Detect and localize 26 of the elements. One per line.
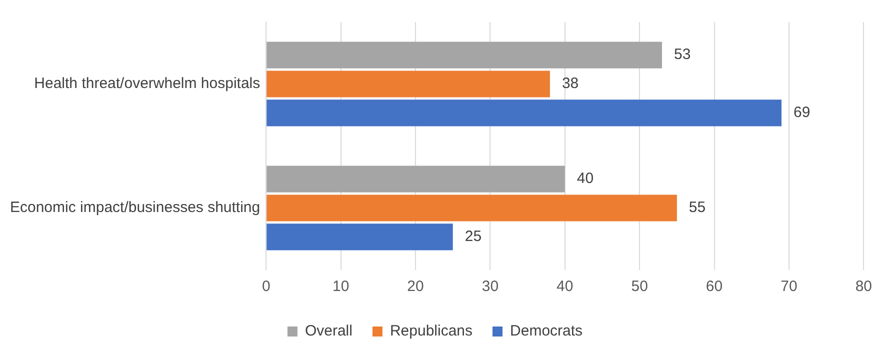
bar <box>266 42 662 68</box>
data-label: 53 <box>674 46 691 64</box>
y-tick-label: Health threat/overwhelm hospitals <box>34 75 260 92</box>
data-label: 69 <box>793 104 810 122</box>
bar <box>266 166 565 192</box>
x-tick-label: 0 <box>262 278 270 296</box>
bar <box>266 70 550 98</box>
data-label: 25 <box>464 228 482 246</box>
x-tick-label: 30 <box>482 278 499 296</box>
x-tick-label: 70 <box>780 278 798 296</box>
x-tick-label: 20 <box>407 278 424 296</box>
bar <box>266 100 782 126</box>
data-label: 40 <box>576 170 594 188</box>
bar <box>266 224 453 250</box>
x-tick-label: 50 <box>631 278 648 296</box>
x-tick-label: 40 <box>556 278 574 296</box>
data-label: 55 <box>688 199 706 216</box>
y-tick-label: Economic impact/businesses shutting <box>10 199 260 216</box>
x-tick-label: 10 <box>332 278 350 296</box>
legend-label: Democrats <box>510 322 583 340</box>
data-label: 38 <box>562 75 579 92</box>
x-tick-label: 80 <box>855 278 872 296</box>
x-tick-label: 60 <box>706 278 723 296</box>
bar <box>266 194 677 222</box>
legend-label: Republicans <box>390 322 473 340</box>
legend-label: Overall <box>304 322 352 340</box>
